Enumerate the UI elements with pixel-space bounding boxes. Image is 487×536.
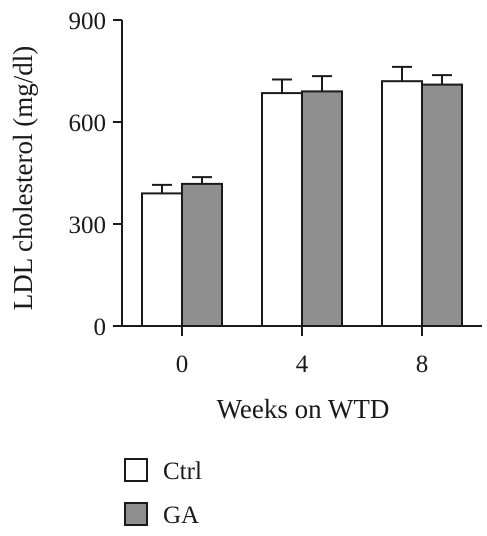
y-axis-label: LDL cholesterol (mg/dl) bbox=[8, 46, 38, 310]
y-tick-label: 300 bbox=[69, 212, 107, 239]
legend-swatch-ga bbox=[124, 502, 148, 526]
bar-ctrl bbox=[141, 192, 183, 327]
legend-item-ga: GA bbox=[124, 502, 199, 529]
bar-ga bbox=[421, 83, 463, 327]
bar-ctrl bbox=[261, 92, 303, 327]
y-tick-label: 900 bbox=[69, 8, 107, 35]
x-axis: 0 4 8 bbox=[122, 325, 482, 378]
legend-label-ctrl: Ctrl bbox=[163, 458, 202, 485]
legend-item-ctrl: Ctrl bbox=[124, 458, 202, 485]
x-tick-label: 8 bbox=[416, 351, 429, 378]
bar-ga bbox=[181, 182, 223, 327]
bars bbox=[141, 65, 463, 328]
y-tick-label: 0 bbox=[94, 314, 107, 341]
y-tick-label: 600 bbox=[69, 110, 107, 137]
bar-ga bbox=[301, 90, 343, 328]
x-axis-label: Weeks on WTD bbox=[217, 394, 390, 424]
legend-label-ga: GA bbox=[163, 502, 199, 529]
legend-swatch-ctrl bbox=[124, 458, 148, 482]
legend: Ctrl GA bbox=[124, 458, 202, 529]
x-tick-label: 4 bbox=[296, 351, 309, 378]
bar-ctrl bbox=[381, 80, 423, 327]
y-axis: 0 300 600 900 bbox=[69, 8, 123, 341]
x-tick-label: 0 bbox=[176, 351, 189, 378]
